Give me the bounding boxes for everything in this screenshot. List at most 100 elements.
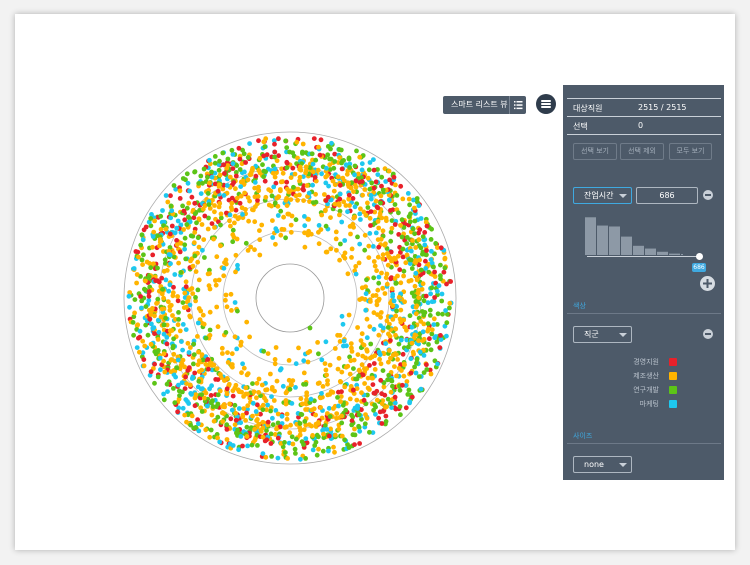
employee-dot[interactable]: [198, 191, 204, 197]
employee-dot[interactable]: [399, 368, 404, 373]
employee-dot[interactable]: [435, 311, 441, 317]
employee-dot[interactable]: [158, 314, 164, 320]
employee-dot[interactable]: [313, 191, 318, 197]
employee-dot[interactable]: [413, 299, 419, 304]
employee-dot[interactable]: [279, 166, 284, 172]
employee-dot[interactable]: [180, 347, 186, 353]
employee-dot[interactable]: [192, 253, 198, 259]
employee-dot[interactable]: [317, 380, 322, 386]
employee-dot[interactable]: [315, 167, 321, 173]
employee-dot[interactable]: [140, 237, 146, 243]
employee-dot[interactable]: [414, 360, 419, 366]
employee-dot[interactable]: [260, 451, 266, 456]
employee-dot[interactable]: [287, 386, 293, 392]
employee-dot[interactable]: [229, 308, 234, 313]
employee-dot[interactable]: [195, 362, 201, 367]
employee-dot[interactable]: [374, 302, 380, 308]
employee-dot[interactable]: [220, 419, 226, 424]
employee-dot[interactable]: [292, 446, 298, 452]
employee-dot[interactable]: [286, 189, 292, 195]
employee-dot[interactable]: [338, 394, 344, 399]
employee-dot[interactable]: [245, 177, 251, 183]
employee-dot[interactable]: [429, 285, 435, 291]
employee-dot[interactable]: [168, 357, 174, 363]
employee-dot[interactable]: [155, 317, 161, 323]
employee-dot[interactable]: [143, 304, 149, 309]
employee-dot[interactable]: [272, 141, 277, 147]
employee-dot[interactable]: [154, 301, 159, 306]
employee-dot[interactable]: [149, 212, 154, 217]
employee-dot[interactable]: [417, 227, 423, 233]
employee-dot[interactable]: [345, 209, 350, 215]
employee-dot[interactable]: [289, 434, 295, 440]
employee-dot[interactable]: [401, 268, 407, 274]
employee-dot[interactable]: [401, 273, 406, 279]
employee-dot[interactable]: [283, 390, 289, 396]
employee-dot[interactable]: [225, 156, 231, 162]
employee-dot[interactable]: [175, 218, 181, 224]
employee-dot[interactable]: [392, 400, 398, 406]
employee-dot[interactable]: [259, 382, 265, 388]
employee-dot[interactable]: [359, 362, 365, 368]
employee-dot[interactable]: [393, 256, 398, 262]
employee-dot[interactable]: [186, 295, 192, 301]
employee-dot[interactable]: [180, 322, 186, 327]
employee-dot[interactable]: [327, 414, 333, 419]
employee-dot[interactable]: [285, 456, 290, 461]
employee-dot[interactable]: [318, 137, 324, 143]
employee-dot[interactable]: [366, 255, 372, 260]
legend-swatch[interactable]: [669, 358, 677, 366]
employee-dot[interactable]: [365, 175, 371, 181]
employee-dot[interactable]: [366, 243, 372, 249]
filter-value-input[interactable]: 686: [636, 187, 698, 204]
employee-dot[interactable]: [384, 271, 390, 277]
employee-dot[interactable]: [218, 211, 224, 217]
employee-dot[interactable]: [187, 302, 193, 308]
employee-dot[interactable]: [374, 204, 380, 210]
employee-dot[interactable]: [183, 284, 189, 290]
employee-dot[interactable]: [245, 443, 251, 449]
employee-dot[interactable]: [406, 196, 412, 202]
employee-dot[interactable]: [278, 232, 284, 238]
employee-dot[interactable]: [213, 278, 218, 283]
employee-dot[interactable]: [381, 384, 387, 390]
employee-dot[interactable]: [448, 279, 453, 284]
employee-dot[interactable]: [291, 184, 296, 190]
employee-dot[interactable]: [362, 381, 367, 386]
employee-dot[interactable]: [418, 386, 424, 392]
employee-dot[interactable]: [400, 196, 406, 202]
employee-dot[interactable]: [140, 350, 146, 356]
employee-dot[interactable]: [375, 254, 381, 260]
employee-dot[interactable]: [312, 443, 318, 448]
employee-dot[interactable]: [167, 245, 173, 250]
employee-dot[interactable]: [169, 208, 175, 214]
employee-dot[interactable]: [318, 405, 323, 410]
employee-dot[interactable]: [225, 350, 230, 355]
employee-dot[interactable]: [348, 185, 354, 191]
employee-dot[interactable]: [272, 149, 278, 155]
employee-dot[interactable]: [266, 202, 272, 208]
employee-dot[interactable]: [189, 392, 194, 397]
employee-dot[interactable]: [131, 266, 137, 271]
employee-dot[interactable]: [158, 367, 163, 373]
employee-dot[interactable]: [417, 257, 422, 263]
employee-dot[interactable]: [250, 400, 256, 406]
employee-dot[interactable]: [137, 349, 142, 355]
employee-dot[interactable]: [323, 367, 329, 373]
employee-dot[interactable]: [162, 257, 168, 263]
employee-dot[interactable]: [192, 169, 198, 175]
employee-dot[interactable]: [381, 380, 387, 386]
employee-dot[interactable]: [132, 297, 138, 302]
employee-dot[interactable]: [141, 252, 146, 258]
employee-dot[interactable]: [268, 408, 273, 414]
employee-dot[interactable]: [233, 207, 239, 213]
employee-dot[interactable]: [303, 164, 309, 170]
employee-dot[interactable]: [138, 294, 143, 299]
employee-dot[interactable]: [284, 165, 290, 171]
employee-dot[interactable]: [140, 262, 145, 267]
employee-dot[interactable]: [162, 369, 168, 375]
employee-dot[interactable]: [235, 308, 240, 314]
employee-dot[interactable]: [381, 351, 387, 357]
employee-dot[interactable]: [182, 242, 188, 248]
employee-dot[interactable]: [373, 411, 378, 417]
